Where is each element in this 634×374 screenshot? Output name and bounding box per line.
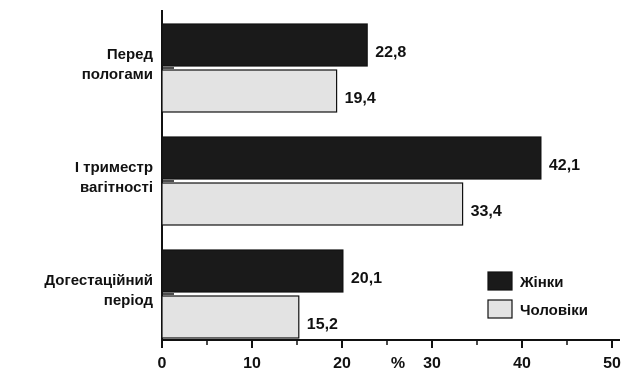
legend-swatch-men <box>487 299 513 319</box>
category-label: період <box>104 292 154 309</box>
bar-women <box>161 136 542 180</box>
data-label: 19,4 <box>345 90 376 107</box>
chart-legend: Жінки Чоловіки <box>487 271 588 319</box>
x-tick-label: 10 <box>243 355 261 372</box>
category-label: І триместр <box>75 159 153 176</box>
data-label: 33,4 <box>471 203 502 220</box>
chart-axes: 0 10 20 30 40 50% <box>158 10 621 372</box>
bar-women <box>161 23 368 67</box>
data-label: 42,1 <box>549 157 580 174</box>
bar-men <box>161 69 338 113</box>
x-tick-label: 20 <box>333 355 351 372</box>
bar-men <box>161 182 464 226</box>
category-label: Перед <box>107 46 154 63</box>
x-tick-label: 30 <box>423 355 441 372</box>
data-label: 15,2 <box>307 316 338 333</box>
x-tick-label: 50 <box>603 355 621 372</box>
x-tick-label: 40 <box>513 355 531 372</box>
bar-men <box>161 295 300 339</box>
data-label: 20,1 <box>351 270 382 287</box>
category-label: вагітності <box>80 179 153 196</box>
bar-women <box>161 249 344 293</box>
legend-label: Чоловіки <box>520 302 588 319</box>
legend-swatch-women <box>487 271 513 291</box>
category-label: пологами <box>82 66 153 83</box>
chart-bars <box>161 23 542 339</box>
chart-labels: 22,8 19,4 Перед пологами 42,1 33,4 І триместр в… <box>44 44 580 333</box>
category-label: Догестаційний <box>44 272 153 289</box>
x-axis-unit: % <box>391 355 405 372</box>
legend-label: Жінки <box>519 274 564 291</box>
x-tick-label: 0 <box>158 355 167 372</box>
data-label: 22,8 <box>375 44 406 61</box>
